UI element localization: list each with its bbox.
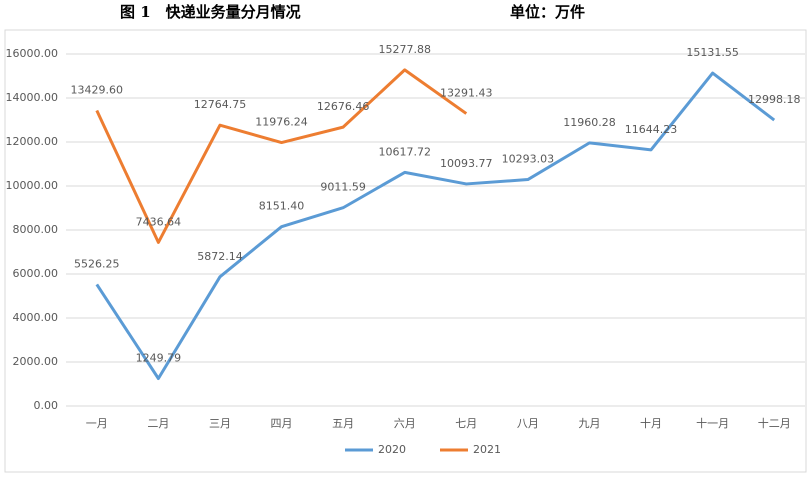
data-label: 11976.24 bbox=[255, 116, 308, 129]
data-label: 13429.60 bbox=[71, 84, 124, 97]
x-tick-label: 六月 bbox=[394, 417, 416, 430]
data-label: 1249.79 bbox=[136, 352, 182, 365]
data-label: 10293.03 bbox=[502, 153, 555, 166]
chart-frame bbox=[4, 29, 807, 473]
data-label: 15131.55 bbox=[686, 46, 739, 59]
x-tick-label: 五月 bbox=[332, 417, 354, 430]
data-label: 12676.46 bbox=[317, 100, 370, 113]
data-label: 7436.64 bbox=[136, 215, 182, 228]
chart-title: 图 1 快递业务量分月情况 bbox=[120, 3, 301, 21]
series-line bbox=[95, 71, 776, 381]
y-tick-label: 10000.00 bbox=[6, 179, 59, 192]
data-label: 12764.75 bbox=[194, 98, 247, 111]
x-tick-label: 十月 bbox=[640, 416, 662, 430]
x-tick-label: 四月 bbox=[271, 417, 293, 430]
legend-label: 2020 bbox=[378, 443, 406, 456]
y-tick-label: 6000.00 bbox=[13, 267, 59, 280]
data-label: 12998.18 bbox=[748, 93, 801, 106]
y-tick-label: 12000.00 bbox=[6, 135, 59, 148]
x-tick-label: 十一月 bbox=[696, 416, 729, 430]
series-line bbox=[95, 68, 468, 244]
x-tick-label: 二月 bbox=[147, 417, 169, 430]
x-tick-label: 八月 bbox=[517, 417, 539, 430]
data-label: 11960.28 bbox=[563, 116, 616, 129]
data-label: 10617.72 bbox=[378, 145, 431, 158]
data-label: 15277.88 bbox=[378, 43, 431, 56]
data-label: 5526.25 bbox=[74, 257, 120, 270]
y-tick-label: 8000.00 bbox=[13, 223, 59, 236]
x-tick-label: 七月 bbox=[455, 417, 477, 430]
x-tick-label: 十二月 bbox=[758, 416, 791, 430]
x-tick-label: 九月 bbox=[578, 417, 600, 430]
y-tick-label: 14000.00 bbox=[6, 91, 59, 104]
y-tick-label: 0.00 bbox=[34, 399, 59, 412]
data-label: 13291.43 bbox=[440, 87, 493, 100]
chart-unit: 单位：万件 bbox=[510, 3, 585, 21]
data-label: 11644.23 bbox=[625, 123, 678, 136]
data-label: 5872.14 bbox=[197, 250, 243, 263]
x-tick-label: 一月 bbox=[86, 417, 108, 430]
y-tick-label: 2000.00 bbox=[13, 355, 59, 368]
data-label: 9011.59 bbox=[320, 181, 366, 194]
legend-label: 2021 bbox=[473, 443, 501, 456]
data-label: 8151.40 bbox=[259, 200, 305, 213]
y-tick-label: 16000.00 bbox=[6, 47, 59, 60]
data-label: 10093.77 bbox=[440, 157, 493, 170]
y-tick-label: 4000.00 bbox=[13, 311, 59, 324]
x-tick-label: 三月 bbox=[209, 417, 231, 430]
